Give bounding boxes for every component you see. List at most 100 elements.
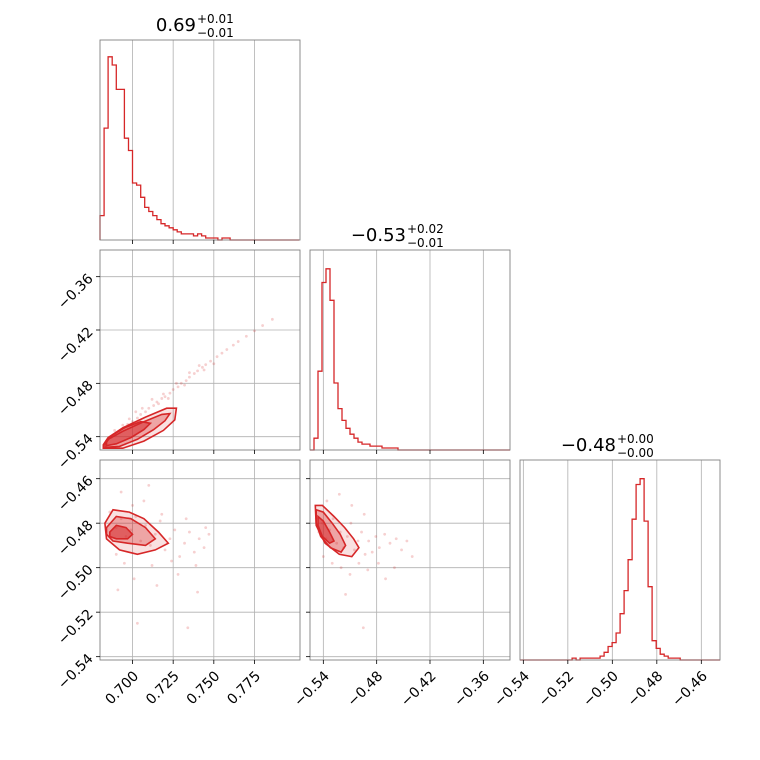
- scatter-point: [144, 410, 147, 414]
- y-tick-label: −0.50: [55, 562, 97, 604]
- scatter-point: [162, 392, 165, 396]
- scatter-point: [147, 406, 151, 410]
- scatter-point: [353, 548, 356, 552]
- scatter-point: [114, 552, 118, 556]
- scatter-point: [367, 539, 371, 543]
- scatter-point: [196, 369, 199, 373]
- scatter-point: [253, 329, 256, 333]
- x-tick-label: −0.48: [625, 668, 667, 710]
- y-tick-label: −0.42: [55, 324, 97, 366]
- scatter-point: [225, 348, 229, 351]
- histogram-step-line: [310, 268, 510, 451]
- scatter-point: [160, 397, 164, 400]
- x-tick-label: −0.52: [536, 668, 578, 710]
- scatter-point: [202, 368, 206, 372]
- scatter-point: [207, 532, 211, 536]
- scatter-point: [220, 351, 224, 355]
- scatter-point: [158, 519, 162, 523]
- scatter-point: [139, 413, 143, 416]
- scatter-point: [192, 550, 196, 554]
- panel-title-lower-error: −0.01: [197, 26, 234, 40]
- scatter-point: [192, 372, 196, 375]
- scatter-point: [166, 397, 170, 400]
- scatter-point: [400, 548, 403, 552]
- density-contour: [105, 420, 153, 447]
- x-tick-label: 0.750: [184, 668, 224, 708]
- panel-title-value: 0.69: [156, 15, 196, 36]
- scatter-point: [339, 566, 343, 570]
- scatter-point: [155, 584, 159, 587]
- scatter-point: [157, 402, 160, 406]
- x-tick-label: 0.775: [224, 668, 264, 708]
- y-tick-label: −0.46: [55, 473, 97, 515]
- scatter-point: [196, 590, 199, 594]
- scatter-point: [370, 550, 374, 554]
- density-contour: [104, 508, 170, 556]
- panel-title-lower-error: −0.00: [617, 446, 654, 460]
- scatter-point: [135, 416, 139, 420]
- scatter-point: [321, 555, 325, 558]
- posterior-histogram-param2: −0.53 +0.02−0.01: [309, 222, 511, 454]
- x-tick-label: −0.48: [345, 668, 387, 710]
- scatter-point: [183, 541, 186, 545]
- scatter-point: [366, 568, 370, 572]
- scatter-point: [209, 359, 212, 363]
- scatter-point: [212, 362, 216, 366]
- scatter-point: [270, 317, 274, 321]
- scatter-point: [197, 364, 201, 367]
- scatter-param1-vs-param3: 0.700 0.725 0.750 0.775 −0.46−0.48−0.50−0.52…: [55, 459, 301, 708]
- scatter-point: [331, 517, 335, 521]
- scatter-point: [188, 530, 191, 534]
- x-tick-label: 0.725: [143, 668, 183, 708]
- scatter-point: [348, 572, 352, 576]
- scatter-point: [361, 626, 365, 630]
- scatter-point: [176, 385, 180, 389]
- scatter-point: [325, 499, 329, 503]
- panel-frame: [99, 459, 301, 661]
- scatter-point: [244, 334, 248, 338]
- scatter-point: [374, 535, 378, 538]
- scatter-point: [236, 340, 240, 343]
- y-tick-label: −0.48: [55, 378, 97, 420]
- scatter-point: [363, 552, 367, 556]
- scatter-point: [215, 355, 219, 359]
- scatter-point: [360, 530, 363, 534]
- scatter-point: [179, 381, 183, 385]
- panel-title-upper-error: +0.02: [407, 222, 444, 236]
- x-tick-label: −0.42: [398, 668, 440, 710]
- scatter-point: [144, 524, 147, 527]
- panel-title-upper-error: +0.01: [197, 12, 234, 26]
- x-tick-label: −0.54: [291, 668, 333, 710]
- scatter-point: [330, 561, 334, 565]
- scatter-point: [171, 388, 175, 391]
- scatter-point: [377, 561, 380, 565]
- scatter-point: [188, 371, 191, 375]
- density-contour: [317, 514, 336, 545]
- scatter-point: [163, 395, 167, 399]
- scatter-point: [150, 397, 154, 401]
- scatter-point: [176, 572, 180, 576]
- scatter-point: [170, 559, 173, 563]
- scatter-point: [153, 532, 157, 536]
- scatter-param2-vs-param3: −0.54 −0.48 −0.42 −0.36: [291, 459, 511, 710]
- scatter-point: [345, 535, 349, 538]
- histogram-step-line: [520, 478, 720, 661]
- scatter-point: [356, 539, 360, 543]
- scatter-point: [149, 544, 152, 547]
- scatter-point: [175, 381, 178, 385]
- scatter-point: [184, 517, 188, 521]
- scatter-point: [384, 577, 387, 581]
- scatter-point: [119, 490, 123, 494]
- scatter-point: [155, 400, 159, 404]
- scatter-point: [410, 555, 414, 558]
- y-tick-label: −0.54: [55, 651, 97, 693]
- scatter-point: [357, 561, 361, 565]
- scatter-point: [388, 541, 392, 545]
- scatter-point: [116, 588, 120, 592]
- scatter-point: [383, 532, 387, 536]
- y-tick-label: −0.52: [55, 607, 97, 649]
- scatter-point: [152, 404, 156, 407]
- scatter-point: [201, 365, 204, 369]
- panel-frame: [309, 249, 511, 451]
- x-tick-label: −0.36: [451, 668, 493, 710]
